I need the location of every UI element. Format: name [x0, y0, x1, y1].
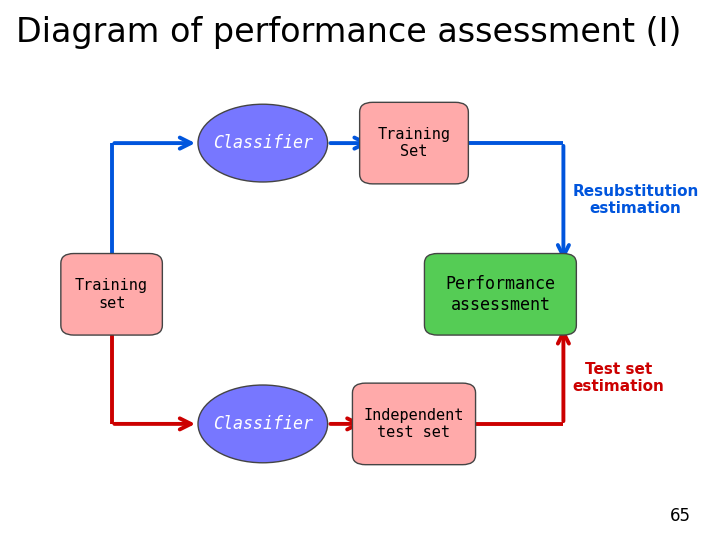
Text: Test set
estimation: Test set estimation	[572, 362, 665, 394]
FancyBboxPatch shape	[424, 254, 576, 335]
Text: Performance
assessment: Performance assessment	[446, 275, 555, 314]
FancyBboxPatch shape	[60, 254, 162, 335]
Text: Classifier: Classifier	[213, 415, 312, 433]
FancyBboxPatch shape	[352, 383, 475, 464]
Text: 65: 65	[670, 507, 691, 525]
Text: Training
set: Training set	[75, 278, 148, 310]
Text: Training
Set: Training Set	[377, 127, 451, 159]
Ellipse shape	[198, 104, 328, 182]
Text: Independent
test set: Independent test set	[364, 408, 464, 440]
Text: Classifier: Classifier	[213, 134, 312, 152]
Text: Diagram of performance assessment (I): Diagram of performance assessment (I)	[16, 16, 681, 49]
Text: Resubstitution
estimation: Resubstitution estimation	[572, 184, 699, 216]
Ellipse shape	[198, 385, 328, 463]
FancyBboxPatch shape	[360, 102, 468, 184]
